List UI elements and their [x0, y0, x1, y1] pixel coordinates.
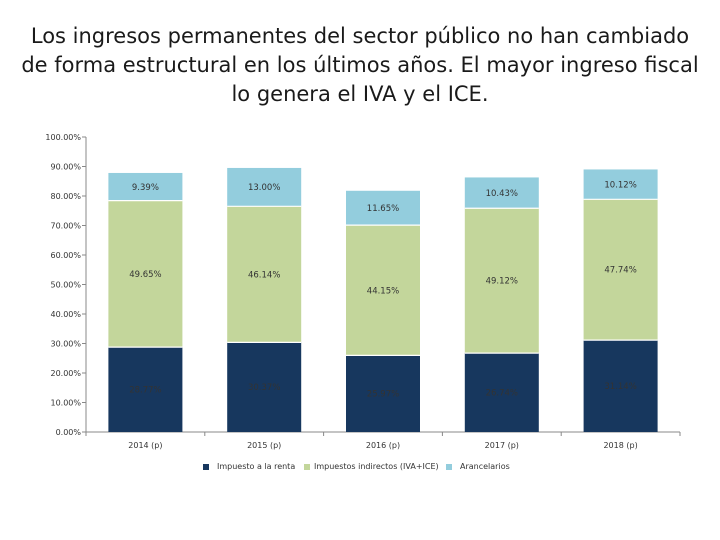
legend-swatch-indirectos	[304, 463, 310, 470]
y-tick-label: 80.00%	[50, 192, 81, 201]
bar-segment	[227, 206, 302, 343]
x-category-label: 2014 (p)	[128, 441, 162, 450]
chart-title-line-1: Los ingresos permanentes del sector públ…	[30, 24, 690, 48]
data-label: 26.74%	[486, 389, 518, 399]
y-tick-label: 70.00%	[50, 222, 81, 231]
legend-swatch-arancelarios	[446, 463, 452, 470]
y-tick-label: 50.00%	[50, 281, 81, 290]
y-tick-label: 30.00%	[50, 340, 81, 349]
bar-segment	[464, 177, 539, 209]
data-label: 47.74%	[604, 266, 636, 276]
data-label: 44.15%	[367, 286, 399, 296]
bar-segment	[346, 190, 420, 226]
bar-segment	[583, 199, 658, 341]
data-label: 10.12%	[604, 180, 636, 190]
x-category-label: 2017 (p)	[485, 441, 519, 450]
x-category-label: 2016 (p)	[366, 441, 400, 450]
data-label: 28.77%	[129, 386, 161, 396]
y-tick-label: 0.00%	[56, 428, 82, 437]
data-label: 13.00%	[248, 183, 280, 193]
chart-title-line-2: de forma estructural en los últimos años…	[21, 53, 699, 77]
data-label: 49.12%	[486, 277, 518, 287]
y-tick-label: 40.00%	[50, 310, 81, 319]
data-label: 10.43%	[486, 189, 518, 199]
bar-segment	[227, 167, 302, 207]
bar-segment	[583, 340, 658, 432]
data-label: 31.14%	[604, 382, 636, 392]
bar-segment	[583, 169, 658, 200]
x-category-label: 2018 (p)	[603, 441, 637, 450]
x-category-label: 2015 (p)	[247, 441, 281, 450]
legend-item-indirectos: Impuestos indirectos (IVA+ICE)	[304, 462, 439, 471]
legend-swatch-renta	[203, 463, 209, 470]
legend-label-renta: Impuesto a la renta	[217, 462, 296, 471]
legend-item-arancelarios: Arancelarios	[446, 462, 510, 471]
bar-segment	[464, 208, 539, 354]
bar-segment	[108, 172, 183, 201]
legend-item-renta: Impuesto a la renta	[203, 462, 295, 471]
bar-segment	[346, 355, 420, 432]
data-label: 25.97%	[367, 390, 399, 400]
bar-segment	[464, 353, 539, 432]
legend-label-indirectos: Impuestos indirectos (IVA+ICE)	[314, 462, 439, 471]
y-tick-label: 100.00%	[45, 133, 81, 142]
y-tick-label: 10.00%	[50, 399, 81, 408]
data-label: 30.37%	[248, 383, 280, 393]
y-tick-label: 60.00%	[50, 251, 81, 260]
legend-label-arancelarios: Arancelarios	[460, 462, 510, 471]
chart-title-line-3: lo genera el IVA y el ICE.	[231, 82, 489, 106]
y-tick-label: 90.00%	[50, 163, 81, 172]
y-tick-label: 20.00%	[50, 369, 81, 378]
chart-legend: Impuesto a la renta Impuestos indirectos…	[0, 462, 720, 476]
bar-segment	[108, 200, 183, 348]
data-label: 46.14%	[248, 270, 280, 280]
chart-title: Los ingresos permanentes del sector públ…	[20, 22, 700, 109]
data-label: 49.65%	[129, 270, 161, 280]
bar-segment	[346, 225, 420, 356]
bar-segment	[108, 347, 183, 432]
data-label: 11.65%	[367, 204, 399, 214]
bar-segment	[227, 342, 302, 432]
data-label: 9.39%	[132, 183, 159, 193]
